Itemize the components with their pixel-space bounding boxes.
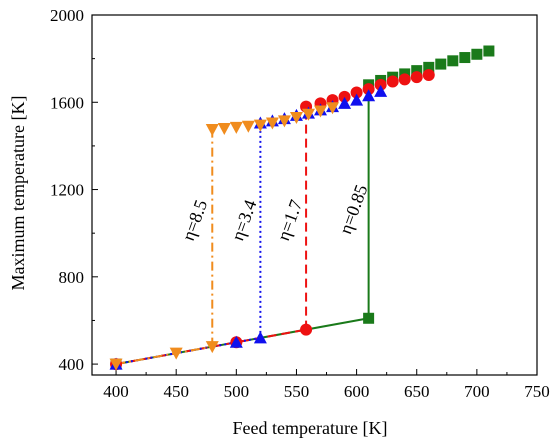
data-point	[350, 86, 363, 99]
y-tick-label: 1200	[50, 181, 84, 200]
data-point	[459, 52, 471, 64]
data-point	[363, 312, 375, 324]
x-tick-label: 550	[284, 382, 310, 401]
data-point	[241, 120, 255, 133]
x-tick-label: 650	[404, 382, 430, 401]
x-tick-label: 700	[464, 382, 490, 401]
plot-area: 400 450 500 550 600 650 700 750 400 800 1200 1600 20…	[50, 6, 550, 401]
data-point	[410, 71, 423, 84]
data-point	[277, 115, 291, 128]
data-point	[447, 55, 459, 67]
y-tick-label: 800	[59, 268, 85, 287]
data-point	[422, 69, 435, 81]
data-point	[423, 61, 435, 73]
data-point	[338, 96, 352, 109]
data-point	[374, 78, 387, 91]
y-tick-label: 2000	[50, 6, 84, 25]
data-point	[229, 121, 243, 134]
x-tick-label: 500	[224, 382, 250, 401]
data-point	[386, 75, 399, 88]
data-point	[350, 93, 364, 106]
data-point	[253, 331, 267, 344]
data-point	[338, 90, 351, 103]
eta-annotation: η=3.4	[227, 197, 260, 243]
data-point	[301, 108, 315, 121]
x-tick-label: 400	[103, 382, 129, 401]
data-point	[253, 119, 267, 132]
series-line-lower	[115, 328, 307, 366]
data-point	[205, 124, 219, 137]
y-tick-label: 400	[59, 355, 85, 374]
y-tick-label: 1600	[50, 93, 84, 112]
data-point	[362, 89, 376, 102]
data-point	[229, 335, 243, 348]
data-point	[205, 341, 219, 354]
data-point	[374, 84, 388, 97]
eta-annotation: η=0.85	[335, 182, 371, 237]
data-point	[109, 358, 123, 371]
x-tick-label: 450	[163, 382, 189, 401]
data-point	[326, 102, 340, 115]
data-point	[471, 48, 483, 60]
x-tick-label: 750	[524, 382, 550, 401]
plot-frame	[91, 14, 538, 376]
eta-annotation: η=8.5	[178, 197, 211, 243]
y-axis-label: Maximum temperature [K]	[8, 96, 28, 291]
data-point	[435, 58, 447, 70]
data-point	[362, 83, 375, 96]
x-axis-label: Feed temperature [K]	[233, 418, 388, 438]
data-point	[483, 45, 495, 57]
data-point	[217, 122, 231, 135]
data-point	[300, 323, 313, 336]
data-point	[314, 105, 328, 118]
eta-annotation: η=1.7	[273, 197, 306, 243]
data-point	[265, 117, 279, 130]
data-point	[169, 347, 183, 360]
data-point	[398, 73, 411, 86]
data-point	[411, 65, 423, 77]
data-point	[289, 112, 303, 125]
x-tick-label: 600	[344, 382, 370, 401]
